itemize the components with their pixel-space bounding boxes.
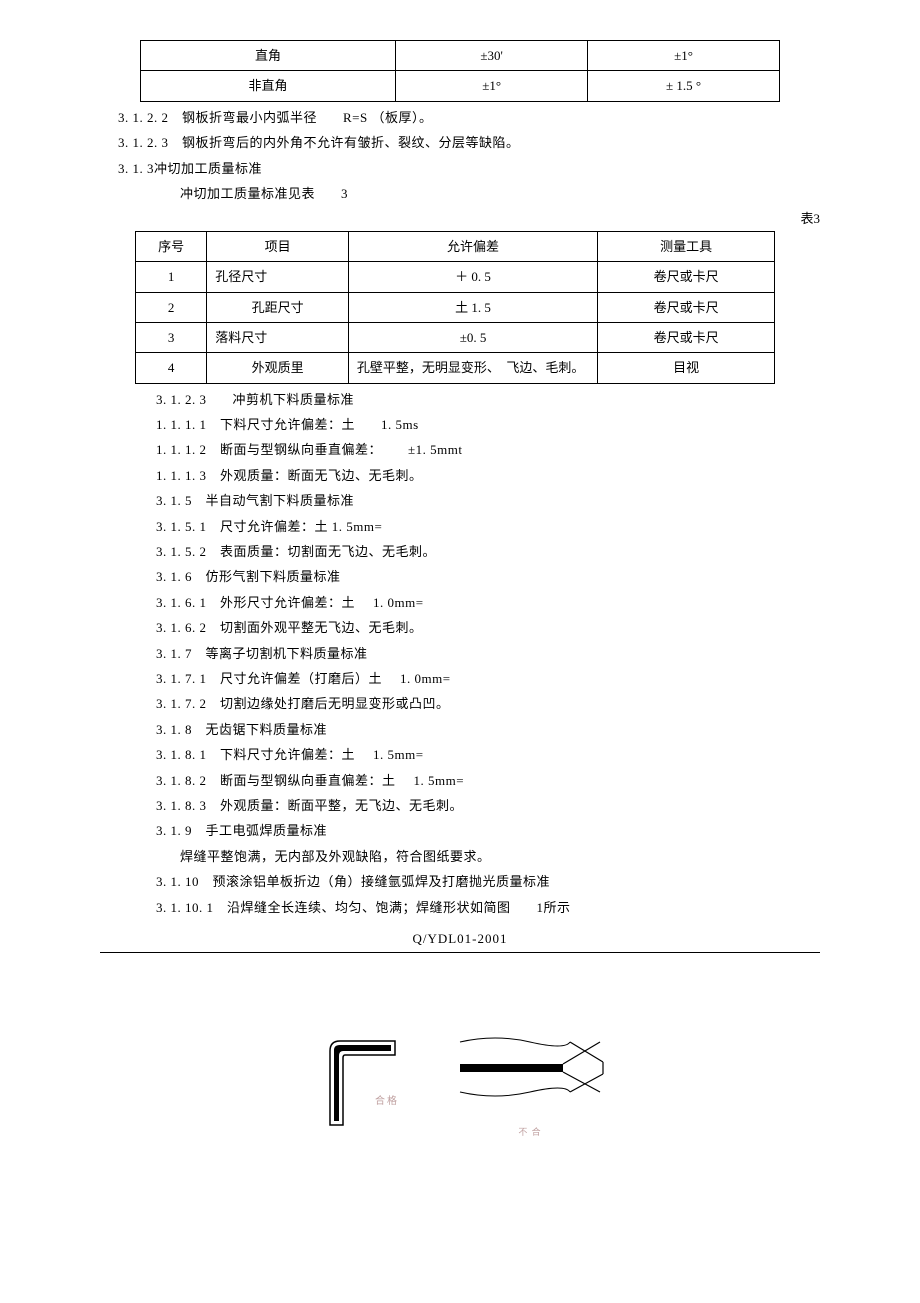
clause-tail: 1. 0mm= [400, 671, 451, 686]
table-row: 1 孔径尺寸 ＋ 0. 5 卷尺或卡尺 [136, 262, 775, 292]
clause-3-1-6-1: 3. 1. 6. 1 外形尺寸允许偏差：土 1. 0mm= [156, 591, 840, 614]
clause-3-1-2-3b: 3. 1. 2. 3 冲剪机下料质量标准 [156, 388, 840, 411]
clause-text: 1. 1. 1. 2 断面与型钢纵向垂直偏差： [156, 442, 382, 457]
cell: 3 [136, 322, 207, 352]
seam-icon [455, 1022, 605, 1112]
table3-label: 表3 [130, 207, 820, 230]
cell: ±30' [396, 41, 588, 71]
cell: 卷尺或卡尺 [598, 322, 775, 352]
clause-1-1-1-3: 1. 1. 1. 3 外观质量：断面无飞边、无毛刺。 [156, 464, 840, 487]
clause-3-1-5-2: 3. 1. 5. 2 表面质量：切割面无飞边、无毛刺。 [156, 540, 840, 563]
clause-text: 3. 1. 10. 1 沿焊缝全长连续、均匀、饱满；焊缝形状如简图 [156, 900, 511, 915]
clause-3-1-8-1: 3. 1. 8. 1 下料尺寸允许偏差：土 1. 5mm= [156, 743, 840, 766]
clause-3-1-7-1: 3. 1. 7. 1 尺寸允许偏差（打磨后）土 1. 0mm= [156, 667, 840, 690]
cell: 4 [136, 353, 207, 383]
clause-3-1-9: 3. 1. 9 手工电弧焊质量标准 [156, 819, 840, 842]
clause-3-1-7-2: 3. 1. 7. 2 切割边缘处打磨后无明显变形或凸凹。 [156, 692, 840, 715]
clause-3-1-3-sub: 冲切加工质量标准见表 3 [180, 182, 840, 205]
clause-text: 冲切加工质量标准见表 [180, 186, 315, 201]
clause-3-1-10-1: 3. 1. 10. 1 沿焊缝全长连续、均匀、饱满；焊缝形状如简图 1所示 [156, 896, 840, 919]
cell: 卷尺或卡尺 [598, 292, 775, 322]
cell: 直角 [141, 41, 396, 71]
page: 直角 ±30' ±1° 非直角 ±1° ± 1.5 ° 3. 1. 2. 2 钢… [80, 40, 840, 1159]
cell: 1 [136, 262, 207, 292]
table-row: 非直角 ±1° ± 1.5 ° [141, 71, 780, 101]
clause-3-1-10: 3. 1. 10 预滚涂铝单板折边（角）接缝氩弧焊及打磨抛光质量标准 [156, 870, 840, 893]
clause-3-1-8-3: 3. 1. 8. 3 外观质量：断面平整，无飞边、无毛刺。 [156, 794, 840, 817]
table-row: 2 孔距尺寸 土 1. 5 卷尺或卡尺 [136, 292, 775, 322]
clause-3-1-5-1: 3. 1. 5. 1 尺寸允许偏差：土 1. 5mm= [156, 515, 840, 538]
figure-unqualified: 不 合 [455, 1022, 605, 1140]
footer-rule [100, 952, 820, 953]
clause-3-1-3: 3. 1. 3冲切加工质量标准 [118, 157, 840, 180]
clause-tail: ±1. 5mmt [408, 442, 462, 457]
clause-3-1-7: 3. 1. 7 等离子切割机下料质量标准 [156, 642, 840, 665]
figure-caption: 合格 [375, 1093, 415, 1111]
cell: 孔距尺寸 [207, 292, 349, 322]
col-header-item: 项目 [207, 231, 349, 261]
cell: ±1° [396, 71, 588, 101]
bracket-icon [315, 1033, 415, 1133]
clause-text: 3. 1. 2. 2 钢板折弯最小内弧半径 [118, 110, 317, 125]
clause-3-1-2-2: 3. 1. 2. 2 钢板折弯最小内弧半径 R=S （板厚）。 [118, 106, 840, 129]
figure-qualified: 合格 [315, 1033, 415, 1158]
clause-3-1-9-sub: 焊缝平整饱满，无内部及外观缺陷，符合图纸要求。 [180, 845, 840, 868]
clause-tail: 1. 5mm= [373, 747, 424, 762]
cell: ±0. 5 [348, 322, 597, 352]
cell: ＋ 0. 5 [348, 262, 597, 292]
clause-tail: R=S （板厚）。 [343, 110, 432, 125]
clause-tail: 1. 5mm= [414, 773, 465, 788]
cell: 孔径尺寸 [207, 262, 349, 292]
cell: 落料尺寸 [207, 322, 349, 352]
clause-tail: 1. 5ms [381, 417, 419, 432]
clause-text: 3. 1. 7. 1 尺寸允许偏差（打磨后）土 [156, 671, 382, 686]
cell: 2 [136, 292, 207, 322]
clause-text: 3. 1. 6. 1 外形尺寸允许偏差：土 [156, 595, 355, 610]
cell: 孔壁平整，无明显变形、 飞边、毛刺。 [348, 353, 597, 383]
col-header-no: 序号 [136, 231, 207, 261]
clause-1-1-1-2: 1. 1. 1. 2 断面与型钢纵向垂直偏差： ±1. 5mmt [156, 438, 840, 461]
cell: 土 1. 5 [348, 292, 597, 322]
clause-tail: 1所示 [537, 900, 571, 915]
table-row: 直角 ±30' ±1° [141, 41, 780, 71]
cell: ± 1.5 ° [588, 71, 780, 101]
figure-caption: 不 合 [455, 1124, 605, 1140]
clause-text: 3. 1. 8. 1 下料尺寸允许偏差：土 [156, 747, 355, 762]
cell: 卷尺或卡尺 [598, 262, 775, 292]
table-angle-tolerance: 直角 ±30' ±1° 非直角 ±1° ± 1.5 ° [140, 40, 780, 102]
clause-tail: 1. 0mm= [373, 595, 424, 610]
clause-1-1-1-1: 1. 1. 1. 1 下料尺寸允许偏差：土 1. 5ms [156, 413, 840, 436]
table-row: 4 外观质里 孔壁平整，无明显变形、 飞边、毛刺。 目视 [136, 353, 775, 383]
cell: ±1° [588, 41, 780, 71]
table-header-row: 序号 项目 允许偏差 测量工具 [136, 231, 775, 261]
clause-num: 3 [341, 186, 348, 201]
page-footer-code: Q/YDL01-2001 [80, 927, 840, 950]
clause-text: 3. 1. 8. 2 断面与型钢纵向垂直偏差：土 [156, 773, 396, 788]
clause-num: 3. 1. 2. 3 [156, 392, 207, 407]
table-punch-quality: 序号 项目 允许偏差 测量工具 1 孔径尺寸 ＋ 0. 5 卷尺或卡尺 2 孔距… [135, 231, 775, 384]
clause-text: 冲剪机下料质量标准 [233, 392, 355, 407]
clause-3-1-2-3: 3. 1. 2. 3 钢板折弯后的内外角不允许有皱折、裂纹、分层等缺陷。 [118, 131, 840, 154]
cell: 外观质里 [207, 353, 349, 383]
clause-3-1-6: 3. 1. 6 仿形气割下料质量标准 [156, 565, 840, 588]
clause-3-1-8-2: 3. 1. 8. 2 断面与型钢纵向垂直偏差：土 1. 5mm= [156, 769, 840, 792]
cell: 目视 [598, 353, 775, 383]
table-row: 3 落料尺寸 ±0. 5 卷尺或卡尺 [136, 322, 775, 352]
clause-text: 1. 1. 1. 1 下料尺寸允许偏差：土 [156, 417, 355, 432]
cell: 非直角 [141, 71, 396, 101]
clause-3-1-5: 3. 1. 5 半自动气割下料质量标准 [156, 489, 840, 512]
clause-3-1-6-2: 3. 1. 6. 2 切割面外观平整无飞边、无毛刺。 [156, 616, 840, 639]
col-header-tool: 测量工具 [598, 231, 775, 261]
figure-row: 合格 不 合 [80, 1033, 840, 1158]
clause-3-1-8: 3. 1. 8 无齿锯下料质量标准 [156, 718, 840, 741]
col-header-tol: 允许偏差 [348, 231, 597, 261]
